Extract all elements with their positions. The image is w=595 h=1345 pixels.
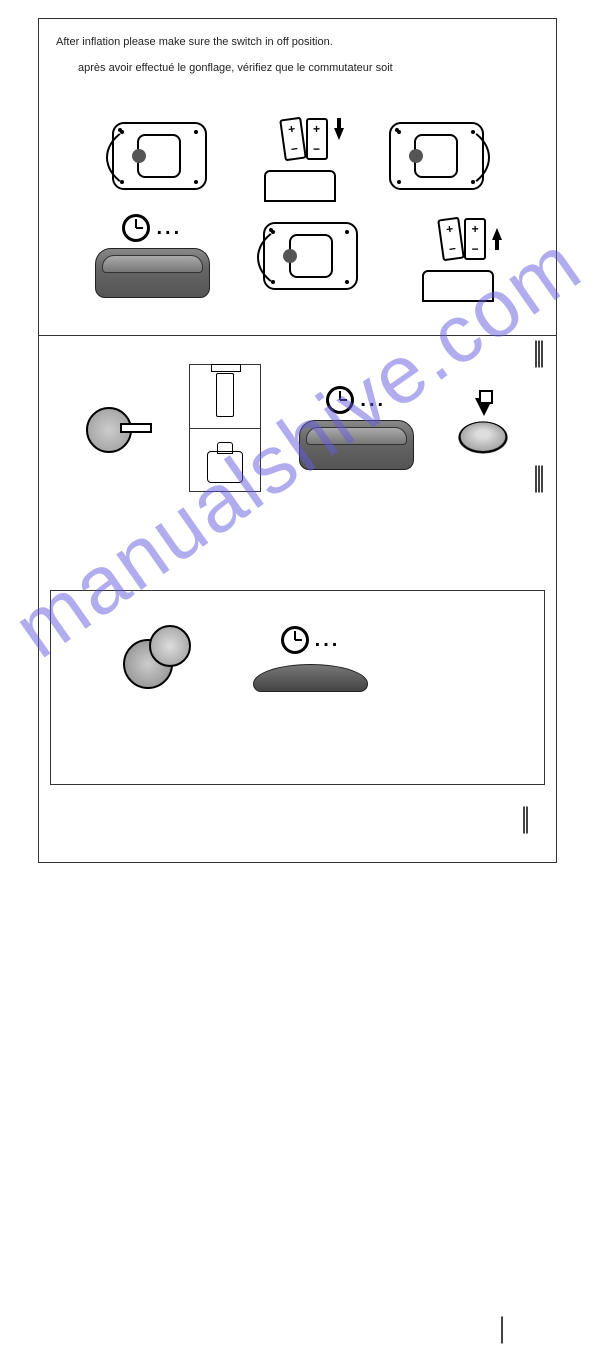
- wait-group-3: ...: [253, 626, 368, 692]
- section-inflation-steps: ... ||| |||: [38, 100, 557, 320]
- row-2: ...: [38, 210, 557, 302]
- mattress-inflated-icon: [95, 248, 210, 298]
- mattress-deflated-icon: [253, 664, 368, 692]
- pump-panel-close-icon: [389, 122, 484, 190]
- clock-icon: [326, 386, 354, 414]
- s3-row: ...: [51, 621, 544, 697]
- tally-4: |: [499, 1311, 502, 1345]
- electric-pump-icon: [207, 451, 243, 483]
- pump-panel-open2-icon: [263, 222, 358, 290]
- wait-dots: ...: [156, 217, 182, 240]
- clock-icon: [122, 214, 150, 242]
- batteries-insert-icon: [254, 110, 342, 202]
- deflate-valve-open-icon: [113, 621, 189, 697]
- section-external-pump: ... ||: [38, 335, 557, 535]
- tally-3: ||: [521, 801, 527, 835]
- clock-icon: [281, 626, 309, 654]
- wait-dots: ...: [315, 629, 341, 652]
- batteries-remove-icon: [412, 210, 500, 302]
- mattress-inflated-icon: [299, 420, 414, 470]
- row-1: [38, 110, 557, 202]
- pump-panel-open-icon: [112, 122, 207, 190]
- instruction-french: après avoir effectué le gonflage, vérifi…: [78, 60, 393, 78]
- valve-close-icon: [451, 400, 513, 456]
- deflation-box: ... |: [50, 590, 545, 785]
- s2-row: ...: [38, 364, 557, 492]
- wait-dots: ...: [360, 389, 386, 412]
- wait-group-2: ...: [299, 386, 414, 470]
- pump-options-box: [189, 364, 261, 492]
- wait-group-1: ...: [95, 214, 210, 298]
- section-deflation: ... |: [38, 590, 557, 785]
- instruction-english: After inflation please make sure the swi…: [56, 34, 333, 52]
- valve-adapter-icon: [82, 393, 152, 463]
- hand-pump-icon: [216, 373, 234, 417]
